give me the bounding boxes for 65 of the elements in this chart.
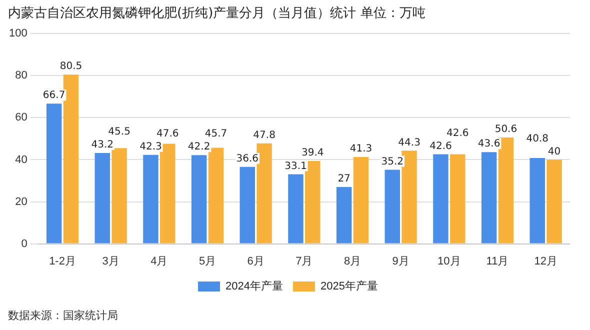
x-tick-label: 7月: [296, 255, 313, 268]
y-tick-label: 100: [8, 28, 28, 40]
bar: [256, 143, 272, 244]
bar: [336, 187, 352, 244]
data-label: 39.4: [302, 148, 324, 159]
bar: [530, 158, 545, 244]
data-label: 47.6: [156, 128, 179, 140]
bar: [433, 154, 448, 244]
bar: [305, 160, 320, 244]
x-tick-label: 1-2月: [49, 255, 76, 268]
data-label: 45.7: [204, 128, 228, 140]
x-tick-label: 10月: [438, 255, 461, 268]
x-tick-label: 5月: [198, 255, 216, 268]
bar: [46, 104, 62, 244]
bar: [240, 166, 255, 244]
data-label: 36.6: [236, 153, 259, 164]
data-label: 42.6: [446, 128, 469, 139]
bar: [112, 148, 127, 244]
bar: [498, 137, 514, 244]
data-label: 40.8: [526, 133, 549, 144]
x-tick-label: 3月: [102, 255, 120, 268]
data-label: 66.7: [42, 90, 66, 102]
data-label: 80.5: [60, 61, 82, 72]
x-tick-label: 12月: [534, 255, 558, 268]
data-label: 44.3: [398, 137, 420, 148]
data-label: 42.6: [430, 140, 452, 152]
data-label: 27: [338, 174, 350, 185]
y-tick-label: 40: [15, 154, 28, 166]
data-label: 50.6: [494, 124, 518, 136]
legend-label: 2024年产量: [226, 280, 284, 293]
data-label: 45.5: [108, 126, 130, 138]
x-tick-label: 6月: [247, 255, 264, 268]
y-tick-label: 60: [15, 112, 28, 124]
data-label: 35.2: [381, 156, 404, 168]
data-label: 43.6: [478, 138, 500, 150]
x-tick-label: 11月: [486, 255, 509, 268]
bar: [450, 154, 466, 244]
data-label: 47.8: [253, 130, 276, 141]
legend-label: 2025年产量: [320, 280, 378, 293]
bar: [191, 155, 207, 244]
bar: [208, 148, 224, 244]
x-tick-label: 9月: [392, 255, 410, 268]
data-label: 33.1: [284, 160, 307, 172]
bar: [481, 152, 497, 244]
x-tick-label: 8月: [344, 255, 362, 268]
data-label: 42.2: [188, 142, 210, 153]
chart-title: 内蒙古自治区农用氮磷钾化肥(折纯)产量分月（当月值）统计 单位：万吨: [8, 5, 426, 22]
data-label: 41.3: [350, 144, 372, 155]
bar: [63, 74, 79, 244]
data-label: 40: [548, 146, 561, 158]
data-label: 42.3: [140, 141, 162, 152]
bar: [402, 150, 417, 244]
bar: [143, 154, 158, 244]
bar: [384, 170, 400, 244]
x-tick-label: 4月: [150, 255, 168, 268]
data-label: 43.2: [91, 140, 114, 151]
bar: [94, 152, 110, 244]
y-tick-label: 80: [15, 70, 28, 82]
source-note: 数据来源：国家统计局: [8, 308, 118, 323]
bar: [160, 144, 176, 244]
y-tick-label: 20: [15, 196, 28, 208]
bar: [546, 160, 562, 244]
y-tick-label: 0: [21, 238, 28, 250]
bar: [353, 156, 369, 244]
bar: [288, 174, 304, 244]
